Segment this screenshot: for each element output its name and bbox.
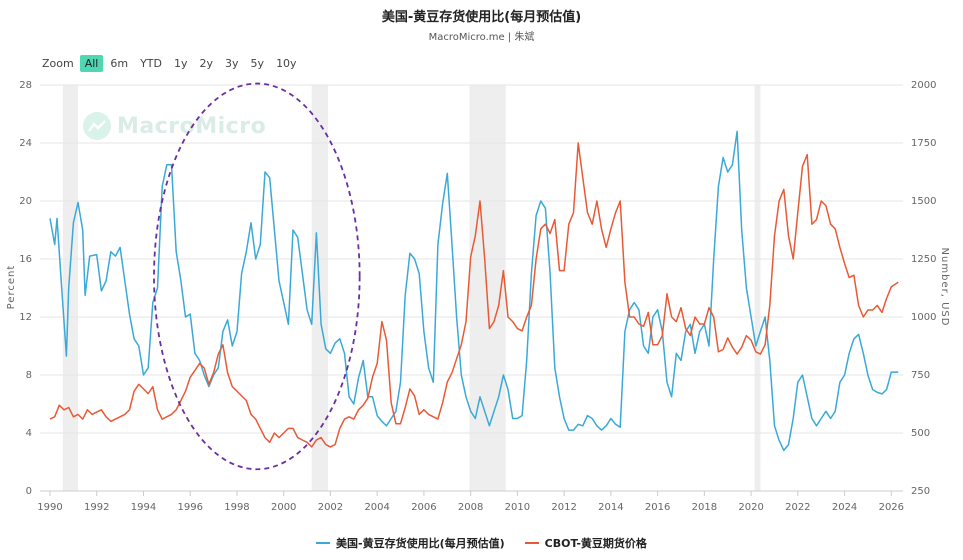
right-tick-label: 1250 — [911, 254, 936, 265]
x-tick-label: 2000 — [271, 502, 296, 513]
x-tick-label: 2002 — [318, 502, 343, 513]
right-tick-label: 1000 — [911, 312, 936, 323]
zoom-3y-button[interactable]: 3y — [225, 57, 239, 70]
right-tick-label: 250 — [911, 486, 930, 497]
chart-logo-icon — [83, 112, 111, 140]
legend-item-stock-ratio[interactable]: 美国-黄豆存货使用比(每月预估值) — [316, 535, 505, 551]
left-tick-label: 12 — [19, 312, 32, 323]
zoom-selector: Zoom All 6m YTD 1y 2y 3y 5y 10y — [42, 55, 304, 72]
x-tick-label: 2022 — [785, 502, 810, 513]
x-tick-label: 1998 — [224, 502, 249, 513]
x-tick-label: 1994 — [131, 502, 156, 513]
zoom-ytd-button[interactable]: YTD — [140, 57, 162, 70]
zoom-1y-button[interactable]: 1y — [174, 57, 188, 70]
left-tick-label: 16 — [19, 254, 32, 265]
zoom-all-button[interactable]: All — [79, 55, 104, 72]
left-tick-label: 28 — [19, 80, 32, 91]
recession-band-0 — [62, 85, 79, 491]
legend-item-futures-price[interactable]: CBOT-黄豆期货价格 — [524, 535, 647, 551]
right-tick-label: 1500 — [911, 196, 936, 207]
left-tick-label: 4 — [26, 428, 32, 439]
watermark-text: MacroMicro — [117, 113, 267, 139]
x-tick-label: 2012 — [551, 502, 576, 513]
right-tick-label: 2000 — [911, 80, 936, 91]
x-tick-label: 1992 — [84, 502, 109, 513]
x-tick-label: 2004 — [364, 502, 389, 513]
recession-band-3 — [754, 85, 761, 491]
legend: 美国-黄豆存货使用比(每月预估值) CBOT-黄豆期货价格 — [0, 535, 963, 551]
annotation-ellipse — [153, 82, 361, 471]
left-tick-label: 8 — [26, 370, 32, 381]
right-tick-label: 750 — [911, 370, 930, 381]
x-tick-label: 2008 — [458, 502, 483, 513]
series-line-futures-price — [49, 142, 899, 448]
right-axis-title: Number, USD — [939, 248, 950, 327]
recession-band-2 — [469, 85, 506, 491]
chart-title: 美国-黄豆存货使用比(每月预估值) — [381, 10, 582, 25]
x-tick-label: 2006 — [411, 502, 436, 513]
x-tick-label: 2024 — [832, 502, 857, 513]
x-tick-label: 2016 — [645, 502, 670, 513]
right-tick-label: 500 — [911, 428, 930, 439]
x-tick-label: 2020 — [738, 502, 763, 513]
x-tick-label: 2018 — [692, 502, 717, 513]
chart-subtitle: MacroMicro.me | 朱斌 — [428, 32, 535, 43]
left-tick-label: 20 — [19, 196, 32, 207]
zoom-6m-button[interactable]: 6m — [110, 57, 129, 70]
zoom-2y-button[interactable]: 2y — [199, 57, 214, 70]
legend-label-futures-price: CBOT-黄豆期货价格 — [544, 537, 647, 550]
zoom-label: Zoom — [42, 57, 74, 70]
x-tick-label: 2014 — [598, 502, 623, 513]
zoom-10y-button[interactable]: 10y — [276, 57, 297, 70]
right-tick-label: 1750 — [911, 138, 936, 149]
x-tick-label: 2026 — [879, 502, 904, 513]
legend-swatch-stock-ratio — [316, 542, 331, 544]
x-tick-label: 2010 — [505, 502, 530, 513]
left-tick-label: 0 — [26, 486, 32, 497]
left-tick-label: 24 — [19, 138, 32, 149]
watermark: MacroMicro — [83, 112, 266, 140]
x-tick-label: 1990 — [37, 502, 62, 513]
series-line-stock-ratio — [49, 130, 899, 452]
legend-label-stock-ratio: 美国-黄豆存货使用比(每月预估值) — [336, 537, 505, 550]
legend-swatch-futures-price — [524, 542, 539, 544]
left-axis-title: Percent — [6, 265, 17, 310]
x-tick-label: 1996 — [177, 502, 202, 513]
zoom-5y-button[interactable]: 5y — [250, 57, 265, 70]
